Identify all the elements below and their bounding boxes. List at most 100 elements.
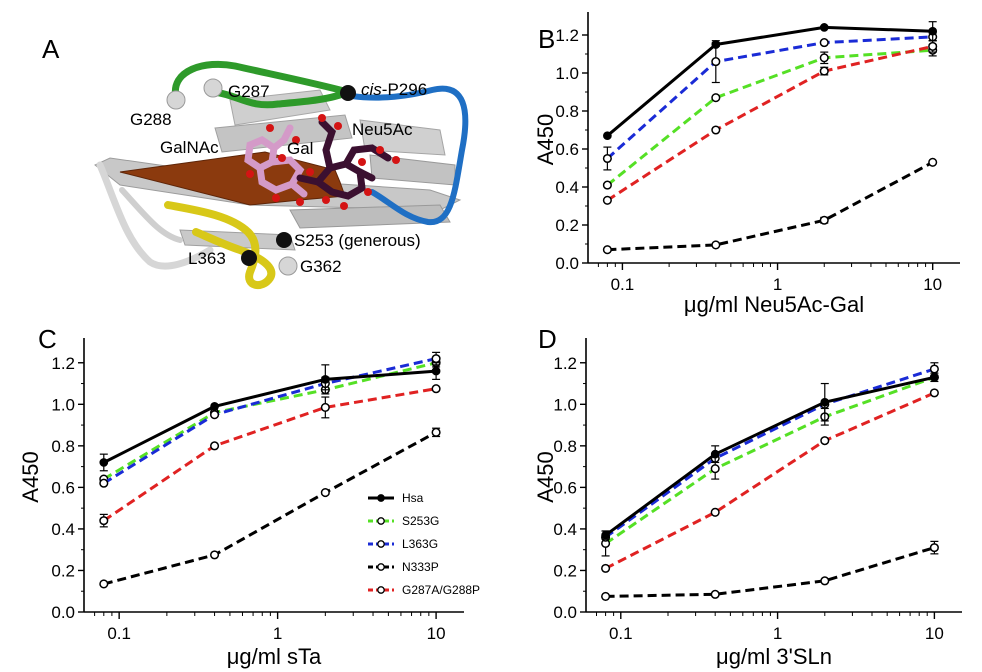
series-l363g <box>601 362 939 542</box>
y-axis-title: A450 <box>533 451 558 502</box>
series-line <box>103 369 437 464</box>
data-point <box>710 464 720 474</box>
legend-label: G287A/G288P <box>402 583 480 597</box>
legend-label: Hsa <box>402 491 424 505</box>
brown-beta-strand <box>119 151 346 206</box>
data-point <box>819 53 829 63</box>
structure-panel: A <box>42 34 469 290</box>
y-tick-label: 0.0 <box>553 603 577 622</box>
data-point <box>602 195 612 205</box>
data-point <box>711 57 721 67</box>
data-point <box>99 478 109 488</box>
x-tick-label: 0.1 <box>107 624 131 643</box>
label-g287: G287 <box>228 82 270 101</box>
y-tick-label: 0.8 <box>555 102 579 121</box>
data-point <box>819 215 829 225</box>
series-g287a-g288p <box>602 40 938 205</box>
chart-panel-b: B 0.0 0.2 0.4 0.6 0.8 1.0 1.2 0.1 1 10 μg/ml Neu5A… <box>533 12 960 317</box>
data-point <box>210 550 220 560</box>
data-point <box>928 41 938 51</box>
chart-panel-d: D 0.0 0.2 0.4 0.6 0.8 1.0 1.2 0.1 1 10 μg/ml 3'SLn… <box>533 324 962 669</box>
data-point <box>601 530 610 540</box>
legend-swatch-marker <box>377 586 385 594</box>
data-point <box>711 40 721 49</box>
series-n333p <box>601 540 939 601</box>
series-line <box>605 546 935 598</box>
data-point <box>320 488 330 498</box>
y-tick-label: 1.2 <box>51 354 75 373</box>
data-point <box>929 388 939 398</box>
series-line <box>606 35 933 160</box>
data-point <box>431 354 441 364</box>
y-tick-label: 1.0 <box>51 395 75 414</box>
y-tick-label: 1.2 <box>555 26 579 45</box>
data-point <box>819 38 829 48</box>
data-point <box>930 372 939 382</box>
data-point <box>929 364 939 374</box>
series-line <box>606 48 933 187</box>
panel-letter-d: D <box>538 324 557 354</box>
legend-swatch-marker <box>377 563 385 571</box>
y-tick-label: 0.4 <box>555 178 579 197</box>
data-point <box>99 458 109 467</box>
y-tick-label: 0.2 <box>51 561 75 580</box>
series-n333p <box>602 157 938 255</box>
chart-panel-c: C 0.0 0.2 0.4 0.6 0.8 1.0 1.2 0.1 1 10 μg/ml sTa A4… <box>18 324 480 669</box>
series-s253g <box>99 358 441 484</box>
data-point <box>929 543 939 553</box>
x-tick-label: 1 <box>773 624 782 643</box>
coil-loops <box>96 161 214 270</box>
data-point <box>603 131 612 141</box>
y-tick-label: 1.0 <box>553 395 577 414</box>
structure-labels: G288 G287 cis-P296 Neu5Ac GalNAc Gal S25… <box>130 80 427 276</box>
panel-letter-c: C <box>38 324 57 354</box>
series-line <box>604 367 935 539</box>
data-point <box>320 402 330 412</box>
s253-sphere <box>276 232 292 248</box>
g362-sphere <box>278 256 298 276</box>
y-tick-label: 0.8 <box>553 437 577 456</box>
series-line <box>103 430 437 586</box>
y-tick-label: 0.6 <box>553 478 577 497</box>
g288-sphere <box>166 90 186 110</box>
yellow-loop <box>164 201 276 290</box>
y-tick-label: 0.6 <box>555 140 579 159</box>
legend-swatch-marker <box>377 494 385 502</box>
series-hsa <box>99 362 441 472</box>
legend-label: N333P <box>402 560 439 574</box>
label-galnac: GalNAc <box>160 138 219 157</box>
data-point <box>711 93 721 103</box>
data-point <box>601 591 611 601</box>
residue-markers <box>166 78 356 276</box>
y-tick-label: 1.0 <box>555 64 579 83</box>
data-point <box>431 366 441 376</box>
panel-letter-a: A <box>42 34 60 64</box>
series-line <box>604 391 935 570</box>
data-point <box>710 507 720 517</box>
label-gal: Gal <box>287 139 313 158</box>
series-line <box>606 25 933 137</box>
data-point <box>210 441 220 451</box>
series-line <box>103 357 437 485</box>
data-point <box>820 576 830 586</box>
data-point <box>711 125 721 135</box>
series-g287a-g288p <box>601 388 939 573</box>
y-tick-label: 0.8 <box>51 437 75 456</box>
x-tick-label: 10 <box>427 624 446 643</box>
y-tick-label: 0.0 <box>555 254 579 273</box>
legend-swatch-marker <box>377 540 385 548</box>
x-tick-label: 1 <box>273 624 282 643</box>
data-point <box>710 449 720 459</box>
series-line <box>604 375 935 537</box>
series-s253g <box>601 372 939 557</box>
y-axis-title: A450 <box>533 114 558 165</box>
series-line <box>102 387 437 522</box>
data-point <box>819 23 829 32</box>
data-point <box>431 384 441 394</box>
x-axis-title: μg/ml sTa <box>227 644 322 669</box>
data-point <box>320 375 330 384</box>
label-g362: G362 <box>300 257 342 276</box>
legend: Hsa S253G L363G N333P G287A/G288P <box>368 491 480 597</box>
series-line <box>103 361 437 481</box>
series-line <box>604 375 935 545</box>
